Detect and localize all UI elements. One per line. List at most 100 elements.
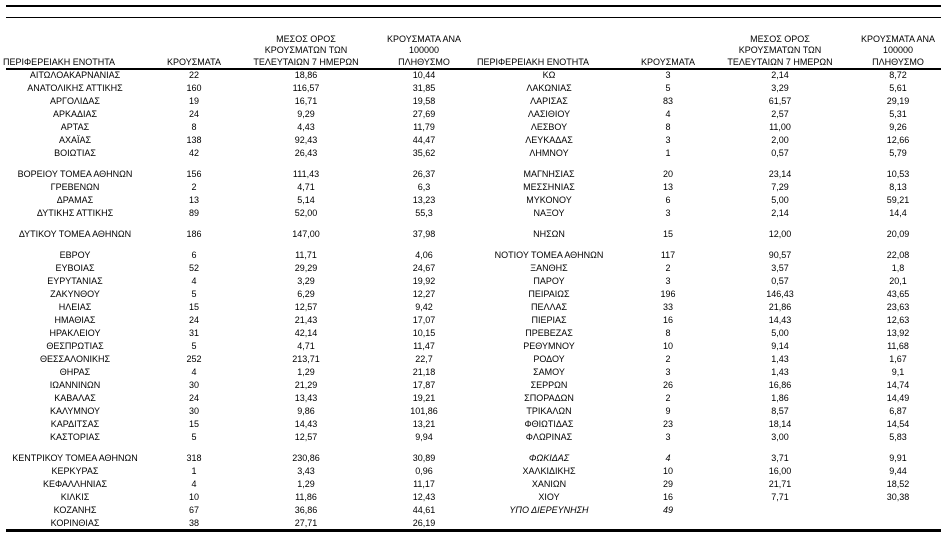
per100k-cell: 13,92: [886, 328, 910, 338]
avg7-cell: 12,00: [768, 229, 792, 239]
table-row: ΛΗΜΝΟΥ 1 0,57 5,79: [474, 147, 948, 160]
cases-cell: 3: [665, 276, 671, 286]
region-cell: ΚΩ: [542, 70, 556, 80]
region-cell: ΚΑΒΑΛΑΣ: [54, 393, 96, 403]
avg7-cell: 3,43: [297, 466, 315, 476]
region-cell: ΤΡΙΚΑΛΩΝ: [526, 406, 572, 416]
spacer-row: [474, 241, 948, 249]
spacer-row: [474, 444, 948, 452]
cases-cell: 3: [665, 432, 671, 442]
cases-cell: 89: [188, 208, 199, 218]
avg7-cell: 2,00: [771, 135, 789, 145]
per100k-cell: 19,21: [412, 393, 436, 403]
region-cell: ΗΡΑΚΛΕΙΟΥ: [49, 328, 101, 338]
cases-cell: 26: [662, 380, 673, 390]
table-row: ΒΟΡΕΙΟΥ ΤΟΜΕΑ ΑΘΗΝΩΝ 156 111,43 26,37: [0, 168, 474, 181]
column-header-per100k: ΚΡΟΥΣΜΑΤΑ ΑΝΑ 100000 ΠΛΗΘΥΣΜΟ: [848, 34, 948, 69]
region-cell: ΕΥΒΟΙΑΣ: [55, 263, 95, 273]
per100k-cell: 35,62: [412, 148, 436, 158]
region-cell: ΚΑΡΔΙΤΣΑΣ: [50, 419, 100, 429]
table-row: ΑΡΚΑΔΙΑΣ 24 9,29 27,69: [0, 108, 474, 121]
avg7-cell: 21,71: [768, 479, 792, 489]
cases-cell: 6: [191, 250, 197, 260]
table-row: ΠΕΛΛΑΣ 33 21,86 23,63: [474, 301, 948, 314]
avg7-cell: 1,43: [771, 367, 789, 377]
cases-cell: 9: [665, 406, 671, 416]
per100k-cell: 27,69: [412, 109, 436, 119]
table-left-header: ΠΕΡΙΦΕΡΕΙΑΚΗ ΕΝΟΤΗΤΑ ΚΡΟΥΣΜΑΤΑ ΜΕΣΟΣ ΟΡΟ…: [0, 18, 474, 69]
cases-tables: ΠΕΡΙΦΕΡΕΙΑΚΗ ΕΝΟΤΗΤΑ ΚΡΟΥΣΜΑΤΑ ΜΕΣΟΣ ΟΡΟ…: [0, 18, 948, 530]
per100k-cell: 20,09: [886, 229, 910, 239]
region-cell: ΒΟΙΩΤΙΑΣ: [54, 148, 96, 158]
avg7-cell: [712, 504, 848, 517]
region-cell: ΑΙΤΩΛΟΑΚΑΡΝΑΝΙΑΣ: [29, 70, 121, 80]
table-row: ΗΜΑΘΙΑΣ 24 21,43 17,07: [0, 314, 474, 327]
cases-cell: 16: [662, 492, 673, 502]
table-row: ΝΑΞΟΥ 3 2,14 14,4: [474, 207, 948, 220]
avg7-cell: 16,71: [294, 96, 318, 106]
per100k-cell: 0,96: [415, 466, 433, 476]
per100k-cell: 26,37: [412, 169, 436, 179]
spacer-row: [0, 444, 474, 452]
per100k-cell: 4,06: [415, 250, 433, 260]
avg7-cell: 0,57: [771, 276, 789, 286]
avg7-cell: 42,14: [294, 328, 318, 338]
cases-cell: 3: [665, 70, 671, 80]
per100k-cell: 1,8: [891, 263, 905, 273]
table-row: ΕΒΡΟΥ 6 11,71 4,06: [0, 249, 474, 262]
per100k-cell: 10,15: [412, 328, 436, 338]
table-row: ΑΡΤΑΣ 8 4,43 11,79: [0, 121, 474, 134]
column-header-cases: ΚΡΟΥΣΜΑΤΑ: [167, 56, 221, 67]
region-cell: ΠΕΙΡΑΙΩΣ: [528, 289, 570, 299]
table-row: ΘΕΣΣΑΛΟΝΙΚΗΣ 252 213,71 22,7: [0, 353, 474, 366]
per100k-cell: 1,67: [889, 354, 907, 364]
table-row: ΥΠΟ ΔΙΕΡΕΥΝΗΣΗ 49: [474, 504, 948, 517]
per100k-cell: 11,17: [413, 479, 435, 489]
per100k-cell: 8,72: [889, 70, 907, 80]
avg7-cell: 11,00: [769, 122, 791, 132]
per100k-cell: 5,79: [889, 148, 907, 158]
region-cell: ΕΒΡΟΥ: [59, 250, 91, 260]
per100k-cell: 5,61: [889, 83, 907, 93]
table-row: ΚΩ 3 2,14 8,72: [474, 69, 948, 82]
region-cell: ΚΕΦΑΛΛΗΝΙΑΣ: [42, 479, 108, 489]
per100k-cell: 30,38: [886, 492, 910, 502]
header-line: ΚΡΟΥΣΜΑΤΩΝ ΤΩΝ: [738, 45, 822, 55]
per100k-cell: 10,44: [412, 70, 436, 80]
per100k-cell: 17,07: [412, 315, 436, 325]
cases-cell: 38: [188, 518, 199, 528]
table-row: ΚΕΦΑΛΛΗΝΙΑΣ 4 1,29 11,17: [0, 478, 474, 491]
per100k-cell: 24,67: [412, 263, 436, 273]
avg7-cell: 3,29: [771, 83, 789, 93]
cases-cell: 4: [665, 453, 671, 463]
region-cell: ΑΡΤΑΣ: [60, 122, 90, 132]
per100k-cell: 17,87: [412, 380, 436, 390]
top-rule-thick: [6, 5, 941, 7]
region-cell: ΑΡΓΟΛΙΔΑΣ: [50, 96, 100, 106]
avg7-cell: 9,86: [297, 406, 315, 416]
avg7-cell: 21,86: [768, 302, 792, 312]
avg7-cell: 4,43: [297, 122, 315, 132]
region-cell: ΚΕΝΤΡΙΚΟΥ ΤΟΜΕΑ ΑΘΗΝΩΝ: [12, 453, 138, 463]
per100k-cell: 6,3: [417, 182, 431, 192]
per100k-cell: 21,18: [412, 367, 436, 377]
header-line: ΤΕΛΕΥΤΑΙΩΝ 7 ΗΜΕΡΩΝ: [253, 56, 359, 67]
avg7-cell: 2,14: [771, 70, 789, 80]
avg7-cell: 4,71: [297, 341, 315, 351]
table-row: ΚΕΡΚΥΡΑΣ 1 3,43 0,96: [0, 465, 474, 478]
per100k-cell: 6,87: [889, 406, 907, 416]
cases-cell: 67: [188, 505, 199, 515]
avg7-cell: 9,29: [297, 109, 315, 119]
header-rule: [6, 68, 941, 70]
table-row: ΝΗΣΩΝ 15 12,00 20,09: [474, 228, 948, 241]
avg7-cell: 18,86: [294, 70, 318, 80]
region-cell: ΔΥΤΙΚΟΥ ΤΟΜΕΑ ΑΘΗΝΩΝ: [18, 229, 132, 239]
per100k-cell: 29,19: [886, 96, 910, 106]
table-row: ΗΡΑΚΛΕΙΟΥ 31 42,14 10,15: [0, 327, 474, 340]
cases-cell: 138: [186, 135, 202, 145]
region-cell: ΛΑΡΙΣΑΣ: [530, 96, 568, 106]
header-line: ΜΕΣΟΣ ΟΡΟΣ: [276, 33, 336, 44]
per100k-cell: 13,23: [412, 195, 436, 205]
avg7-cell: 26,43: [294, 148, 318, 158]
